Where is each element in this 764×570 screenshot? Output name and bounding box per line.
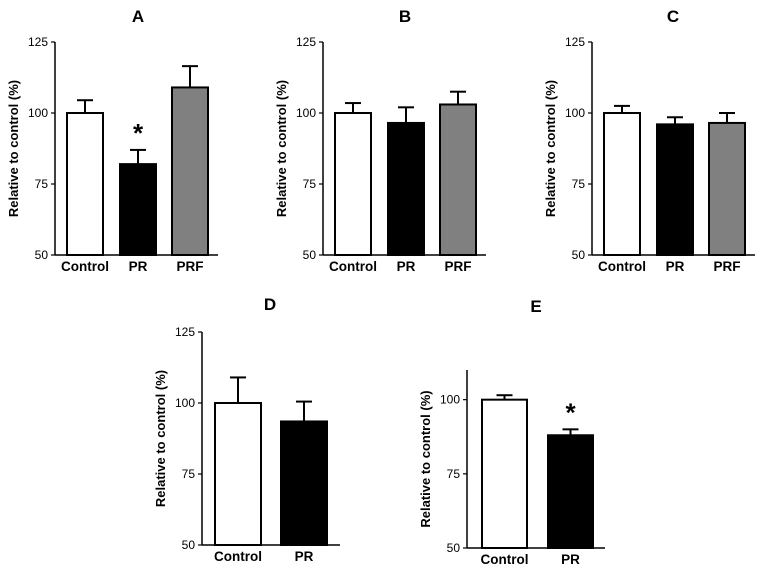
y-axis-label: Relative to control (%) <box>6 80 21 217</box>
y-tick-label: 75 <box>182 467 196 481</box>
category-label: PR <box>561 552 580 567</box>
y-tick-label: 50 <box>182 538 196 552</box>
panel-letter: E <box>530 297 541 316</box>
y-tick-label: 125 <box>175 325 195 339</box>
category-label: Control <box>214 549 262 564</box>
y-tick-label: 75 <box>447 467 461 481</box>
category-label: PR <box>666 259 685 274</box>
category-label: Control <box>598 259 646 274</box>
y-tick-label: 100 <box>565 106 585 120</box>
bar-control <box>214 402 262 546</box>
bar-control <box>334 112 372 256</box>
significance-star: * <box>565 397 576 427</box>
y-tick-label: 50 <box>572 248 586 262</box>
category-label: Control <box>481 552 529 567</box>
category-label: PR <box>129 259 148 274</box>
y-tick-label: 100 <box>296 106 316 120</box>
y-tick-label: 100 <box>28 106 48 120</box>
y-tick-label: 125 <box>296 35 316 49</box>
y-tick-label: 75 <box>303 177 317 191</box>
panel-letter: A <box>132 7 144 26</box>
y-tick-label: 75 <box>35 177 49 191</box>
category-label: PRF <box>714 259 741 274</box>
y-axis-label: Relative to control (%) <box>153 370 168 507</box>
bar-prf <box>171 86 209 256</box>
y-tick-label: 125 <box>28 35 48 49</box>
bar-prf <box>708 121 746 256</box>
y-tick-label: 100 <box>440 393 460 407</box>
y-tick-label: 50 <box>35 248 49 262</box>
panel-letter: D <box>264 295 276 314</box>
category-label: PRF <box>445 259 472 274</box>
y-tick-label: 125 <box>565 35 585 49</box>
panel-letter: B <box>399 7 411 26</box>
y-tick-label: 100 <box>175 396 195 410</box>
y-tick-label: 75 <box>572 177 586 191</box>
y-axis-label: Relative to control (%) <box>543 80 558 217</box>
panel-letter: C <box>667 7 679 26</box>
bar-pr <box>656 123 694 256</box>
category-label: PR <box>295 549 314 564</box>
bar-control <box>603 112 641 256</box>
y-axis-label: Relative to control (%) <box>274 80 289 217</box>
category-label: Control <box>61 259 109 274</box>
category-label: PR <box>397 259 416 274</box>
y-tick-label: 50 <box>303 248 317 262</box>
category-label: PRF <box>177 259 204 274</box>
bar-pr <box>547 434 594 549</box>
bar-prf <box>439 103 477 257</box>
bar-pr <box>119 163 157 256</box>
bar-control <box>481 398 528 549</box>
bar-pr <box>280 420 328 546</box>
y-tick-label: 50 <box>447 541 461 555</box>
y-axis-label: Relative to control (%) <box>418 390 433 527</box>
category-label: Control <box>329 259 377 274</box>
significance-star: * <box>133 118 144 148</box>
bar-control <box>66 112 104 256</box>
bar-pr <box>387 121 425 256</box>
